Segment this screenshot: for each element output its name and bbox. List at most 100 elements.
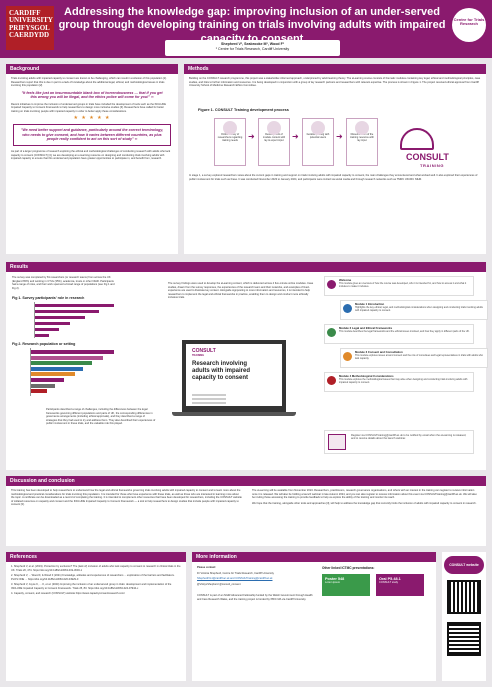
logo-line: UNIVERSITY [9,16,53,25]
fig2-bar [30,366,84,371]
star-rating-icon: ★ ★ ★ ★ ★ [73,115,111,122]
fig2-chart [16,348,120,396]
arrow-right-icon: ➜ [336,132,343,141]
reference-item: 4. Capacity, consent, and research (CONS… [11,592,125,595]
logo-line: CAERDYDD [9,31,50,40]
contact-label: Please contact: [197,566,217,569]
results-heading: Results [6,262,486,272]
pilot-icon [311,121,325,135]
module-icon [343,352,352,361]
contact-email-link[interactable]: ShepherdVL1@cardiff.ac.uk and CONSULTtra… [197,577,273,580]
discussion-paragraph-2: The eLearning will be available from Nov… [252,489,477,499]
background-paragraph: As part of a larger programme of researc… [11,150,171,161]
consult-logo-icon [400,128,434,150]
discussion-paragraph-1: This training has been developed to help… [11,489,242,506]
website-panel: CONSULT website [442,552,486,681]
module-title: Module 2 Legal and Ethical Frameworks [339,326,393,330]
arrow-right-icon: ➜ [248,132,255,141]
fig1-bar [34,328,60,331]
module-card-4: Module 4 Methodological Considerations T… [324,372,474,392]
poster-link-sub: CONSULT study [379,581,399,584]
authors: Shepherd V¹, Seabrooke M¹, Wood F¹ [220,42,285,46]
results-paragraph-1: The survey was completed by 81 researche… [12,276,115,290]
fig1-bar [34,322,71,325]
screen-title: Research involving adults with impaired … [192,361,251,381]
logo-line: CARDIFF [9,9,41,17]
methods-paragraph: Building on the CONSULT research program… [189,77,481,87]
qr-code-icon[interactable] [447,622,481,656]
affiliation: ¹ Centre for Trials Research, Cardiff Un… [215,47,290,52]
poster-link-2[interactable]: Oral P5.48.1 CONSULT study [376,574,424,596]
module-card-2: Module 2 Legal and Ethical Frameworks Th… [324,324,474,344]
screen-logo: CONSULT [192,348,216,354]
module-icon [343,304,352,313]
results-paragraph-2: Participants described a range of challe… [46,408,156,425]
module-title: Module 3 Consent and Consultation [355,350,403,354]
poster-link-label: Poster 548 [325,577,345,581]
authors-box: Shepherd V¹, Seabrooke M¹, Wood F¹ ¹ Cen… [165,40,340,56]
figure-1-title: Figure 1. CONSULT Training development p… [198,108,289,112]
screen-menu-line [192,402,226,404]
module-card-welcome: Welcome This module gives an overview of… [324,276,474,296]
register-note-box: Register via CONSULTtraining@cardiff.ac.… [324,430,474,454]
background-panel: Background Trials involving adults with … [6,64,178,254]
qr-code-icon[interactable] [447,580,481,614]
fig1-axis [34,302,35,338]
flow-step-2: Development of module content with lay &… [258,118,290,166]
references-panel: References 1. Shepherd V, et al. (2019).… [6,552,186,681]
references-heading: References [6,552,186,562]
fig1-bar [34,310,100,313]
fig1-bar [34,316,85,319]
background-paragraph: Trials involving adults with impaired ca… [11,77,167,87]
discussion-paragraph-3: We hope that the training, alongside oth… [252,501,477,505]
module-desc: This module describes the legal framewor… [339,330,470,333]
screen-menu-line [192,398,226,400]
fig1-bar [34,304,114,307]
fig1-title: Fig 1. Survey participants' role in rese… [12,296,85,300]
methods-paragraph-2: In stage 1, a survey explored researcher… [189,174,478,181]
module-desc: This module gives an overview of how the… [339,282,467,288]
fig2-axis [30,348,31,396]
discussion-panel: Discussion and conclusion This training … [6,476,486,546]
results-panel: Results The survey was completed by 81 r… [6,262,488,470]
fig1-chart [20,302,116,340]
reference-item: 2. Shepherd V, ... Wood F, & Wood F (202… [11,574,175,581]
module-desc: This module explores issues around conse… [355,354,483,360]
methods-panel: Methods Building on the CONSULT research… [184,64,486,254]
contact-block: Please contact: Dr Victoria Shepherd, Ce… [197,566,317,603]
more-info-heading: More information [192,552,436,562]
flow-step-1: Online survey of researchers regarding t… [214,118,246,166]
laptop-icon [328,434,346,450]
register-note: Register via CONSULTtraining@cardiff.ac.… [351,434,467,440]
laptop-base [172,412,296,416]
laptop-screen: CONSULT TRAINING Research involving adul… [182,340,286,412]
discussion-right: The eLearning will be available from Nov… [252,489,480,507]
flow-step-3: Iterative piloting with potential users [302,118,334,166]
arrow-right-icon: ➜ [292,132,299,141]
contact-name: Dr Victoria Shepherd, Centre for Trials … [197,571,274,575]
poster-link-1[interactable]: Poster 548 Lorem ipsum [322,574,370,596]
website-label: CONSULT website [444,556,484,574]
twitter-handles[interactable]: @VickyLShepherd @consult_consent [197,582,241,586]
dissemination-icon [355,121,369,135]
quote-2: "We need better support and guidance, pa… [20,128,164,142]
background-heading: Background [6,64,178,74]
consult-logo-sub: TRAINING [420,163,445,168]
module-desc: This module explores the methodological … [339,378,468,384]
fig1-bar [34,334,49,337]
consult-logo-text: CONSULT [406,152,449,162]
other-presentations-heading: Other linked ICTMC presentations: [322,566,375,570]
quote-box: "We need better support and guidance, pa… [13,124,171,147]
poster-link-sub: Lorem ipsum [325,581,340,584]
quote-1: "It feels like just an insurmountable bl… [21,90,163,100]
logo-line: PRIFYSGOL [9,23,50,32]
module-title: Module 1 Introduction [355,302,385,306]
module-card-3: Module 3 Consent and Consultation This m… [340,348,488,368]
survey-icon [223,121,237,135]
flow-step-4: Dissemination of the training resource w… [346,118,378,166]
module-title: Welcome [339,278,352,282]
fig2-bar [30,361,92,366]
funding-note: CONSULT is part of an NIHR Advanced Fell… [197,594,313,601]
more-info-panel: More information Please contact: Dr Vict… [192,552,436,681]
module-title: Module 4 Methodological Considerations [339,374,394,378]
